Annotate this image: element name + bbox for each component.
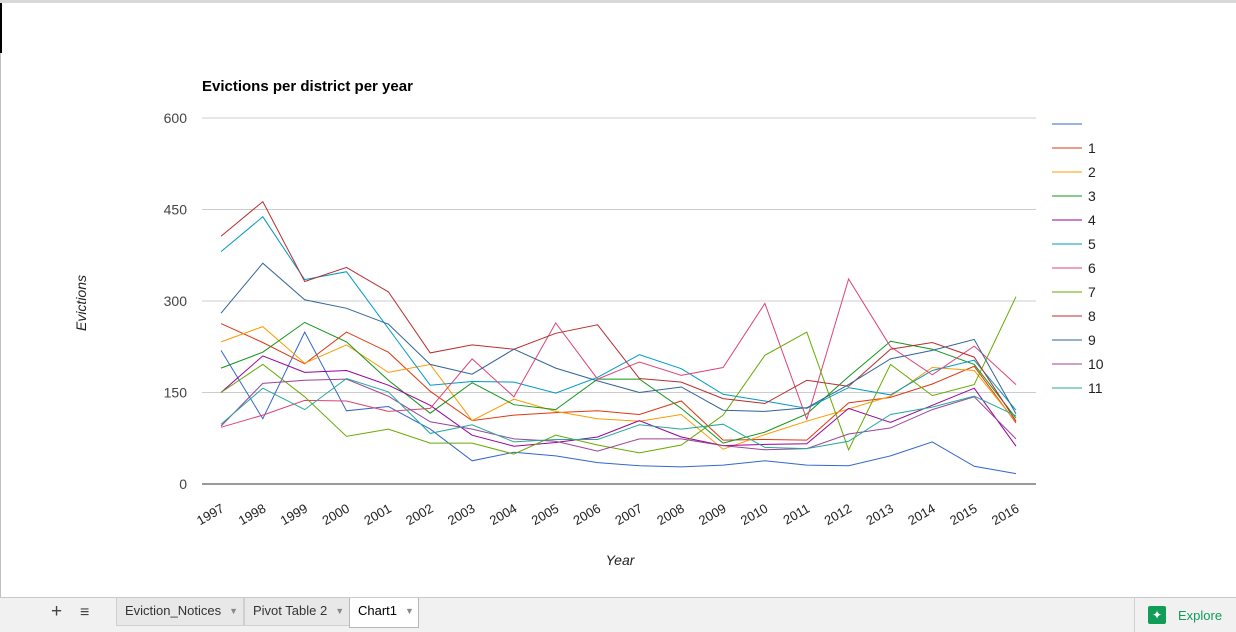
x-tick-label: 1999 <box>278 501 311 528</box>
left-edge-mark <box>0 3 2 53</box>
x-tick-label: 2004 <box>487 501 520 528</box>
series-line-11 <box>220 377 1017 450</box>
tab-dropdown-icon[interactable]: ▼ <box>405 606 414 616</box>
x-tick-label: 2003 <box>445 501 478 528</box>
x-tick-label: 2016 <box>989 501 1022 528</box>
x-tick-label: 2000 <box>319 501 352 528</box>
legend-entry: 4 <box>1088 212 1096 228</box>
tab-dropdown-icon[interactable]: ▼ <box>335 606 345 616</box>
tab-label: Chart1 <box>358 603 398 618</box>
legend-entry: 1 <box>1088 140 1096 156</box>
x-tick-label: 2012 <box>822 501 855 528</box>
series-line-8 <box>220 200 1017 422</box>
add-sheet-icon[interactable]: + <box>51 601 63 622</box>
x-tick-label: 2010 <box>738 501 771 528</box>
legend-entry: 8 <box>1088 308 1096 324</box>
chart-area: Evictions per district per year 0 150 300 4… <box>0 3 1236 597</box>
grid <box>202 117 1036 485</box>
line-chart: Evictions per district per year 0 150 300 4… <box>73 78 1104 568</box>
legend-entry: 5 <box>1088 236 1096 252</box>
sheet-tab-bar: + ≡ Eviction_Notices ▼ Pivot Table 2 ▼ Cha… <box>0 597 1236 632</box>
x-tick-label: 2001 <box>361 501 394 528</box>
series-line-10 <box>220 378 1017 452</box>
series-line-3 <box>220 321 1017 444</box>
legend-entry: 10 <box>1088 356 1104 372</box>
x-tick-label: 2009 <box>696 501 729 528</box>
x-tick-label: 1997 <box>194 501 227 528</box>
series-lines <box>220 200 1017 475</box>
series-line-1 <box>220 323 1017 441</box>
x-tick-label: 2013 <box>863 501 896 528</box>
tab-chart1[interactable]: Chart1 ▼ <box>349 598 419 628</box>
legend-entry: 3 <box>1088 188 1096 204</box>
y-tick-label: 300 <box>164 293 188 309</box>
y-tick-label: 150 <box>164 385 188 401</box>
x-tick-label: 2011 <box>781 501 813 528</box>
series-line-6 <box>220 277 1017 428</box>
explore-icon: ✦ <box>1148 606 1166 624</box>
y-tick-label: 450 <box>164 202 188 218</box>
tab-pivot-table-2[interactable]: Pivot Table 2 ▼ <box>244 598 350 626</box>
legend-entry: 7 <box>1088 284 1096 300</box>
explore-label: Explore <box>1178 608 1223 623</box>
legend-entry: 2 <box>1088 164 1096 180</box>
y-tick-label: 600 <box>164 110 188 126</box>
legend-entry: 11 <box>1088 380 1103 396</box>
x-tick-label: 2006 <box>571 501 604 528</box>
x-tick-label: 2008 <box>654 501 687 528</box>
left-border <box>0 3 1 597</box>
y-axis-label: Evictions <box>73 275 89 331</box>
y-tick-label: 0 <box>179 476 187 492</box>
tab-label: Eviction_Notices <box>125 603 222 618</box>
x-axis-label: Year <box>606 552 636 568</box>
explore-button[interactable]: ✦ Explore <box>1134 598 1236 632</box>
chart-title: Evictions per district per year <box>202 78 413 95</box>
series-line-5 <box>220 216 1017 411</box>
series-line-blank <box>220 330 1017 475</box>
top-border <box>0 0 1236 3</box>
x-tick-label: 2005 <box>529 501 562 528</box>
legend-entry: 6 <box>1088 260 1096 276</box>
tab-eviction-notices[interactable]: Eviction_Notices ▼ <box>116 598 244 626</box>
x-tick-label: 1998 <box>236 501 269 528</box>
x-tick-label: 2002 <box>403 501 436 528</box>
tab-dropdown-icon[interactable]: ▼ <box>229 606 239 616</box>
legend-entry: 9 <box>1088 332 1096 348</box>
series-line-9 <box>220 262 1017 415</box>
series-line-7 <box>220 296 1017 455</box>
y-axis-ticks: 0 150 300 450 600 <box>164 110 188 492</box>
x-tick-label: 2015 <box>947 501 980 528</box>
series-line-4 <box>220 355 1017 447</box>
all-sheets-menu-icon[interactable]: ≡ <box>80 604 90 621</box>
series-line-2 <box>220 326 1017 450</box>
x-axis-ticks: 1997 1998 1999 2000 2001 2002 2003 2004 2005 2006… <box>194 501 1022 528</box>
x-tick-label: 2014 <box>905 501 938 528</box>
tab-label: Pivot Table 2 <box>253 603 328 618</box>
x-tick-label: 2007 <box>612 501 645 528</box>
legend: 1 2 3 4 5 6 7 8 9 10 11 <box>1052 123 1104 396</box>
